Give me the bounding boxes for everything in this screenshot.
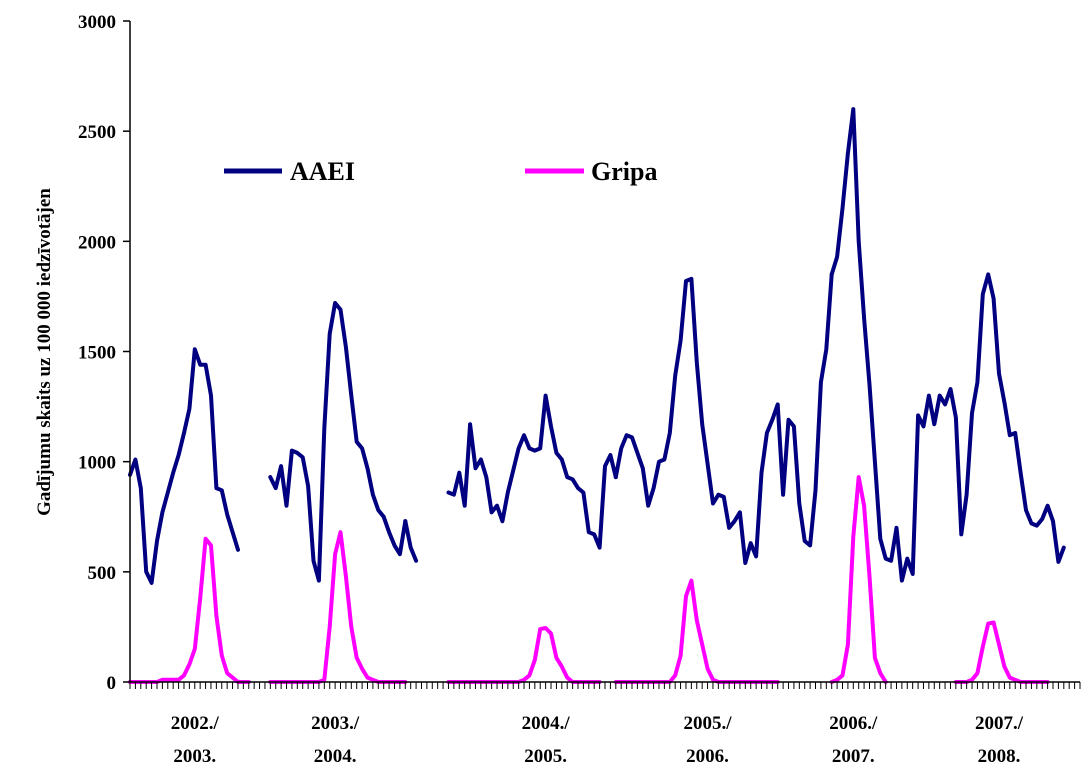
y-tick-label: 0 (107, 673, 117, 694)
x-season-label-line1: 2005./ (684, 713, 733, 734)
series-line-gripa-1 (268, 530, 408, 684)
y-tick-labels: 0 500 1000 1500 2000 2500 3000 (78, 12, 116, 694)
legend-label-gripa: Gripa (591, 157, 657, 186)
x-season-label-line2: 2004. (314, 746, 357, 767)
series-line-aaei-5 (829, 107, 1066, 583)
series-line-gripa-4 (829, 475, 888, 684)
series-line-aaei-1 (268, 301, 408, 583)
series-line-gripa-3 (613, 578, 780, 684)
x-season-label-line1: 2002./ (171, 713, 220, 734)
series-line-aaei-2 (403, 519, 419, 563)
series-line-aaei-4 (613, 272, 834, 565)
x-season-label-line1: 2006./ (829, 713, 878, 734)
series-line-gripa-0 (128, 536, 251, 684)
axes (123, 20, 1081, 689)
series-line-gripa-2 (446, 626, 602, 684)
x-season-labels: 2002./ 2003. 2003./ 2004. 2004./ 2005. 2005./ 2… (171, 713, 1024, 767)
x-season-label-line1: 2003./ (311, 713, 360, 734)
x-season-label-line1: 2007./ (975, 713, 1024, 734)
y-tick-label: 2500 (78, 122, 116, 143)
x-season-label-line2: 2008. (978, 746, 1021, 767)
legend-label-aaei: AAEI (290, 157, 355, 186)
x-season-label-line2: 2006. (686, 746, 729, 767)
y-tick-label: 1000 (78, 453, 116, 474)
x-season-label-line2: 2003. (173, 746, 216, 767)
legend: AAEI Gripa (224, 157, 657, 186)
x-season-label-line2: 2007. (832, 746, 875, 767)
y-tick-label: 500 (88, 563, 117, 584)
x-season-label-line1: 2004./ (522, 713, 571, 734)
series-line-gripa-5 (953, 620, 1050, 684)
y-tick-label: 2000 (78, 232, 116, 253)
plot-lines (128, 107, 1066, 684)
series-line-aaei-3 (446, 393, 618, 550)
series-line-aaei-0 (128, 347, 240, 585)
y-axis-title: Gadījumu skaits uz 100 000 iedzīvotājen (34, 188, 55, 516)
y-tick-label: 3000 (78, 12, 116, 33)
y-tick-label: 1500 (78, 343, 116, 364)
x-season-label-line2: 2005. (524, 746, 567, 767)
